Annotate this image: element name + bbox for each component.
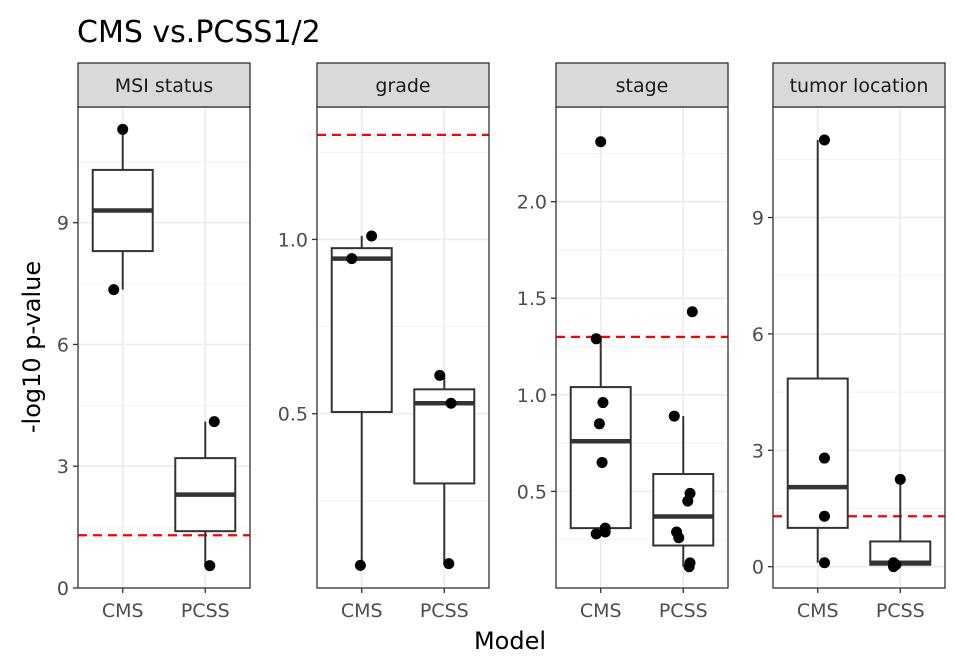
- y-tick-label: 2.0: [517, 192, 547, 214]
- y-axis-title: -log10 p-value: [18, 261, 46, 433]
- strip-label: stage: [616, 75, 669, 97]
- data-point: [818, 557, 830, 569]
- y-tick-label: 6: [752, 324, 764, 346]
- data-point: [888, 561, 900, 573]
- data-point: [596, 456, 608, 468]
- x-tick-label: PCSS: [876, 600, 925, 622]
- data-point: [597, 397, 609, 409]
- data-point: [668, 410, 680, 422]
- y-tick-label: 9: [752, 208, 764, 230]
- boxplot-pcss: [413, 369, 476, 570]
- strip-label: tumor location: [790, 75, 929, 97]
- y-tick-label: 0.5: [278, 404, 308, 426]
- strip-background: [555, 62, 729, 108]
- boxplot-pcss: [174, 416, 237, 572]
- y-tick-label: 0.5: [517, 481, 547, 503]
- data-point: [354, 559, 366, 571]
- boxplot-cms: [91, 123, 154, 296]
- chart-title: CMS vs.PCSS1/2: [77, 15, 321, 50]
- data-point: [590, 528, 602, 540]
- boxplot-pcss: [869, 473, 932, 573]
- data-point: [434, 369, 446, 381]
- boxplot-pcss: [652, 306, 715, 573]
- boxplot-cms: [569, 136, 632, 540]
- x-tick-label: PCSS: [181, 600, 230, 622]
- x-tick-label: PCSS: [420, 600, 469, 622]
- y-tick-label: 1.0: [517, 385, 547, 407]
- x-axis-title: Model: [474, 627, 546, 655]
- data-point: [108, 284, 120, 296]
- data-point: [818, 510, 830, 522]
- y-tick-label: 1.5: [517, 288, 547, 310]
- x-tick-label: CMS: [580, 600, 622, 622]
- facet-panel: grade 0.5 1.0 CMS PCSS: [278, 62, 490, 622]
- y-tick-label: 6: [57, 334, 69, 356]
- x-tick-label: CMS: [341, 600, 383, 622]
- data-point: [595, 136, 607, 148]
- y-tick-label: 3: [752, 440, 764, 462]
- y-tick-label: 0: [752, 557, 764, 579]
- data-point: [204, 560, 216, 572]
- x-tick-label: PCSS: [659, 600, 708, 622]
- data-point: [590, 333, 602, 345]
- y-tick-label: 9: [57, 213, 69, 235]
- x-tick-label: CMS: [102, 600, 144, 622]
- data-point: [208, 416, 220, 428]
- y-tick-label: 3: [57, 456, 69, 478]
- strip-label: grade: [375, 75, 430, 97]
- facet-panel: stage 0.5 1.0 1.5 2.0 CMS PCSS: [517, 62, 729, 622]
- y-tick-label: 1.0: [278, 229, 308, 251]
- data-point: [346, 253, 358, 265]
- x-tick-label: CMS: [797, 600, 839, 622]
- strip-background: [316, 62, 490, 108]
- data-point: [443, 558, 455, 570]
- facet-panel: MSI status 0 3 6 9 CMS PCSS: [57, 62, 251, 622]
- data-point: [593, 418, 605, 430]
- data-point: [683, 561, 695, 573]
- strip-background: [77, 62, 251, 108]
- data-point: [894, 473, 906, 485]
- data-point: [686, 306, 698, 318]
- data-point: [445, 397, 457, 409]
- boxplot-cms: [786, 134, 849, 569]
- data-point: [673, 532, 685, 544]
- box-iqr: [330, 247, 393, 413]
- boxplot-cms: [330, 230, 393, 571]
- data-point: [818, 134, 830, 146]
- box-iqr: [786, 377, 849, 529]
- strip-label: MSI status: [115, 75, 213, 97]
- data-point: [366, 230, 378, 242]
- data-point: [682, 495, 694, 507]
- data-point: [818, 452, 830, 464]
- data-point: [117, 123, 129, 135]
- data-point: [599, 526, 611, 538]
- facet-panel: tumor location 0 3 6 9 CMS PCSS: [752, 62, 946, 622]
- box-iqr: [652, 473, 715, 547]
- strip-background: [772, 62, 946, 108]
- y-tick-label: 0: [57, 578, 69, 600]
